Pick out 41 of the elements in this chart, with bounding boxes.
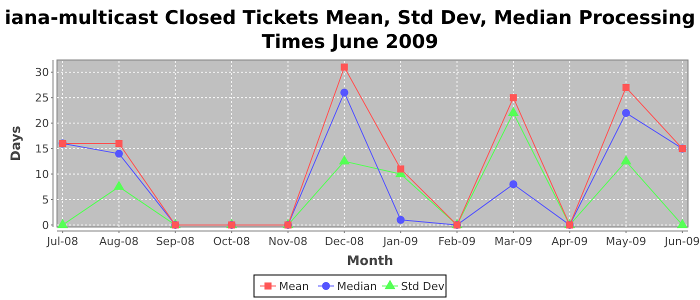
y-tick-label: 0	[42, 218, 49, 232]
x-axis-title: Month	[346, 254, 394, 269]
point	[676, 218, 688, 228]
x-tick-label: Feb-09	[438, 235, 476, 248]
x-tick-label: Mar-09	[494, 235, 532, 248]
point	[509, 180, 518, 188]
point	[114, 180, 124, 190]
point	[397, 165, 404, 172]
point	[622, 84, 630, 92]
y-tick-label: 15	[35, 142, 49, 156]
point	[508, 106, 519, 116]
point	[510, 94, 517, 102]
chart-title: iana-multicast Closed Tickets Mean, Std Dev, Median Processing Times June 2009	[4, 7, 696, 53]
x-tick-label: Jul-08	[46, 235, 78, 248]
point	[622, 108, 630, 117]
y-tick-label: 25	[35, 92, 49, 105]
point	[396, 216, 405, 224]
x-tick-label: Oct-08	[213, 235, 250, 248]
point	[115, 140, 123, 148]
x-tick-label: Aug-08	[99, 235, 139, 248]
y-tick-label: 10	[35, 168, 49, 181]
legend-label: Mean	[279, 280, 309, 293]
x-tick-label: May-09	[606, 235, 646, 248]
y-tick-label: 20	[35, 116, 49, 130]
x-tick-label: Apr-09	[552, 235, 588, 248]
point	[57, 218, 68, 228]
point	[114, 150, 123, 158]
point	[338, 155, 350, 164]
point	[340, 88, 348, 97]
legend-label: Median	[337, 280, 378, 293]
x-tick-label: Jun-09	[664, 235, 700, 248]
legend-label: Std Dev	[401, 280, 446, 293]
x-tick-label: Sep-08	[156, 235, 195, 248]
y-tick-label: 30	[35, 66, 49, 80]
x-tick-label: Jan-09	[382, 235, 418, 248]
x-tick-label: Dec-08	[324, 235, 364, 248]
point	[620, 155, 632, 164]
y-tick-label: 5	[42, 193, 49, 206]
y-axis-title: Days	[9, 126, 24, 162]
point	[340, 64, 348, 71]
x-tick-label: Nov-08	[268, 235, 308, 248]
